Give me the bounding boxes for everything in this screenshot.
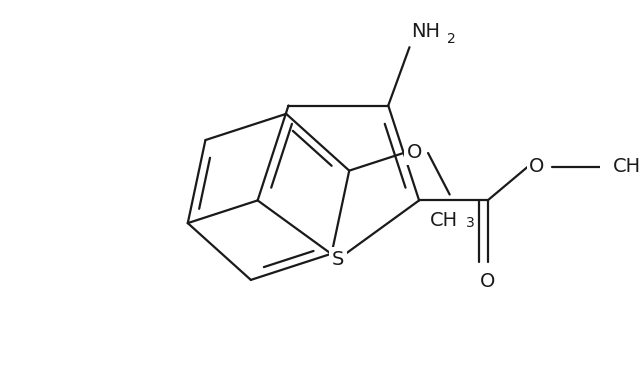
Text: 3: 3 [466, 216, 475, 230]
Text: 2: 2 [447, 32, 456, 46]
Text: O: O [529, 157, 545, 176]
Text: NH: NH [411, 22, 440, 41]
Text: CH: CH [612, 157, 640, 176]
Text: S: S [332, 250, 344, 269]
Text: O: O [407, 144, 422, 162]
Text: CH: CH [430, 211, 458, 230]
Text: O: O [480, 272, 495, 291]
